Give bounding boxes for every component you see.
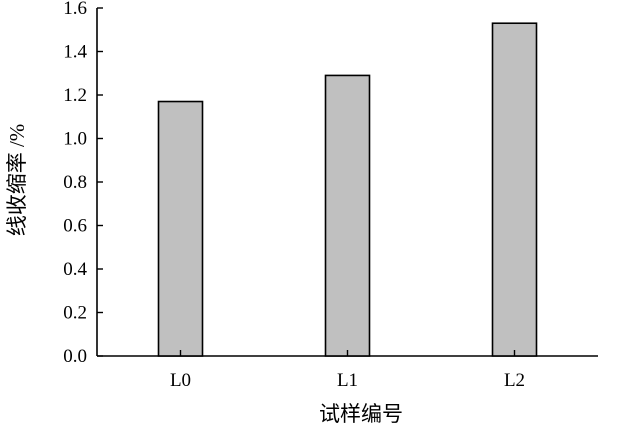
y-tick-label: 1.0	[63, 129, 87, 150]
y-tick-label: 1.2	[63, 85, 87, 106]
y-tick-label: 1.4	[63, 42, 87, 63]
y-axis-title: 线收缩率 /%	[5, 124, 29, 237]
bar-L1	[324, 74, 371, 357]
x-axis-title: 试样编号	[319, 402, 403, 426]
y-tick-label: 1.6	[63, 0, 87, 19]
y-tick-label: 0.0	[63, 346, 87, 367]
y-tick-label: 0.4	[63, 259, 87, 280]
y-tick-label: 0.8	[63, 172, 87, 193]
x-tick-label-L1: L1	[337, 370, 358, 391]
x-tick-label-L0: L0	[170, 370, 191, 391]
bar-L0	[157, 100, 204, 357]
plot-area: 0.0 0.2 0.4 0.6 0.8 1.0 1.2 1.4 1.6 L0 L1 L2	[63, 0, 598, 391]
bar-L2	[491, 22, 538, 357]
y-tick-label: 0.6	[63, 216, 87, 237]
y-tick-label: 0.2	[63, 303, 87, 324]
x-tick-label-L2: L2	[504, 370, 525, 391]
